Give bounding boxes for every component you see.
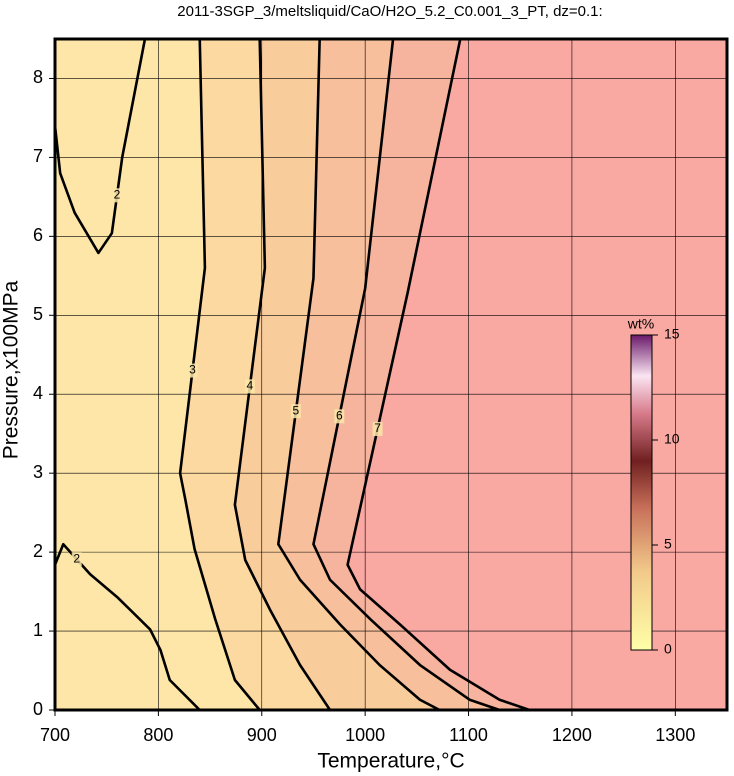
plot-frame (53, 37, 729, 712)
y-axis-label: Pressure,x100MPa (0, 280, 23, 459)
y-tick-label: 5 (33, 304, 43, 324)
x-tick-label: 700 (40, 725, 70, 745)
y-tick-label: 8 (33, 67, 43, 87)
contour-line (178, 39, 261, 710)
contour-label: 7 (374, 421, 381, 435)
x-tick-label: 1300 (655, 725, 695, 745)
contour-label: 2 (114, 187, 121, 201)
y-tick-label: 4 (33, 383, 43, 403)
colorbar-tick-label: 0 (664, 641, 672, 657)
y-tick-label: 0 (33, 699, 43, 719)
contour-label-bg (71, 552, 82, 567)
contour-line (233, 39, 332, 710)
colorbar-tick-label: 10 (664, 431, 680, 447)
x-axis-label: Temperature,°C (317, 750, 464, 773)
contour-label-bg (112, 188, 123, 203)
x-tick-label: 1200 (552, 725, 592, 745)
contour-line (312, 39, 500, 710)
contour-label: 2 (73, 551, 80, 565)
contour-label: 3 (189, 363, 196, 377)
contour-label-bg (334, 409, 345, 424)
colorbar-tick-label: 5 (664, 536, 672, 552)
y-tick-label: 6 (33, 225, 43, 245)
x-tick-label: 1100 (449, 725, 488, 745)
colorbar-label: wt% (627, 316, 654, 332)
colorbar-tick-label: 15 (664, 326, 680, 342)
contour-line (277, 39, 441, 710)
contour-label-bg (187, 363, 198, 378)
contour-label-bg (290, 404, 301, 419)
x-tick-label: 1000 (345, 725, 385, 745)
x-tick-label: 900 (247, 725, 277, 745)
y-tick-label: 2 (33, 541, 43, 561)
contour-line (55, 542, 201, 710)
y-tick-label: 3 (33, 462, 43, 482)
x-tick-label: 800 (143, 725, 173, 745)
colorbar (630, 334, 653, 651)
contour-label-bg (372, 421, 383, 436)
contour-label: 4 (247, 379, 254, 393)
chart-title: 2011-3SGP_3/meltsliquid/CaO/H2O_5.2_C0.0… (177, 3, 602, 20)
contour-label: 5 (293, 403, 300, 417)
contour-line (55, 39, 147, 255)
y-tick-label: 7 (33, 146, 43, 166)
y-tick-label: 1 (33, 620, 43, 640)
contour-label: 6 (336, 409, 343, 423)
contour-label-bg (244, 379, 255, 394)
contour-line (346, 39, 530, 710)
